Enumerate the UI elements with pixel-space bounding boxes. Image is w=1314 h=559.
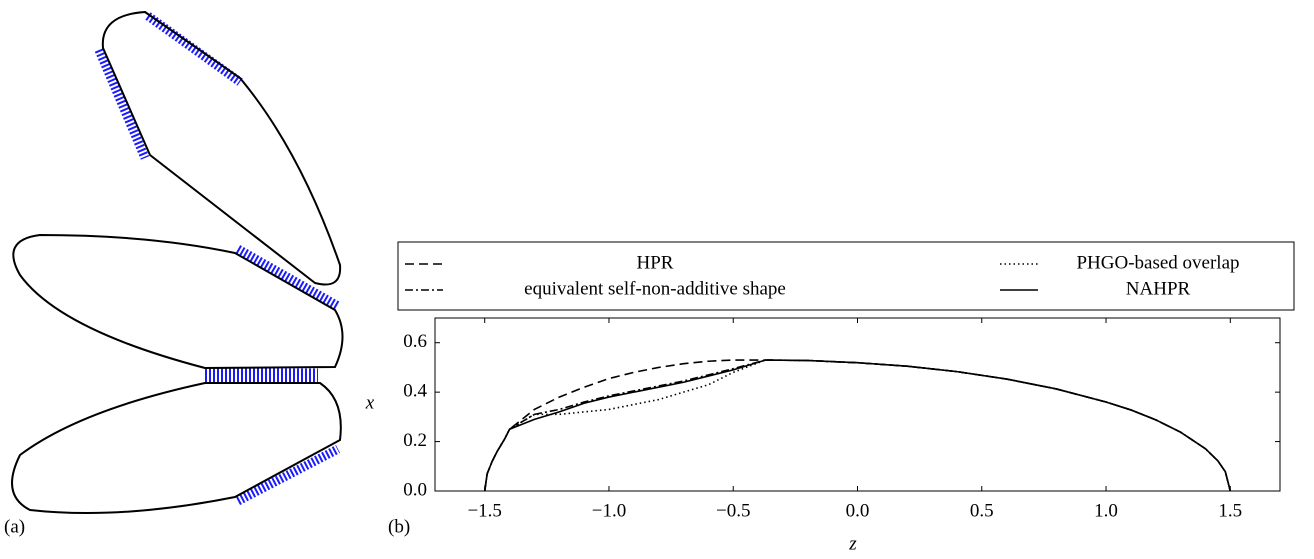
x-tick-label: 1.5 (1218, 500, 1242, 521)
legend-box (397, 241, 1295, 311)
legend-label: equivalent self-non-additive shape (524, 278, 786, 299)
series-line (483, 359, 1232, 492)
series-line (483, 359, 1232, 492)
y-tick-label: 0.0 (403, 479, 427, 500)
x-axis-label: z (848, 533, 857, 554)
x-tick-label: 0.0 (846, 500, 870, 521)
panel-a (11, 10, 344, 514)
panel-label: (b) (388, 516, 410, 537)
hatch (205, 374, 341, 505)
x-tick-label: −1.0 (592, 500, 626, 521)
panel-label: (a) (4, 516, 25, 537)
y-tick-label: 0.6 (403, 331, 427, 352)
y-axis-label: x (365, 392, 375, 413)
legend-label: NAHPR (1126, 278, 1191, 299)
hatch (205, 245, 341, 378)
series-line (483, 359, 1232, 492)
x-tick-label: 1.0 (1094, 500, 1118, 521)
shape-middle (12, 233, 344, 370)
y-tick-label: 0.2 (403, 430, 427, 451)
shape-top (101, 10, 342, 286)
hatch (94, 12, 243, 160)
legend-label: PHGO-based overlap (1076, 252, 1239, 273)
y-tick-label: 0.4 (403, 381, 427, 402)
series-line (483, 359, 1232, 492)
x-tick-label: −0.5 (716, 500, 750, 521)
x-tick-label: −1.5 (467, 500, 501, 521)
plot-frame (434, 317, 1281, 492)
legend-label: HPR (637, 252, 674, 273)
shape-bottom (11, 382, 342, 514)
x-tick-label: 0.5 (970, 500, 994, 521)
